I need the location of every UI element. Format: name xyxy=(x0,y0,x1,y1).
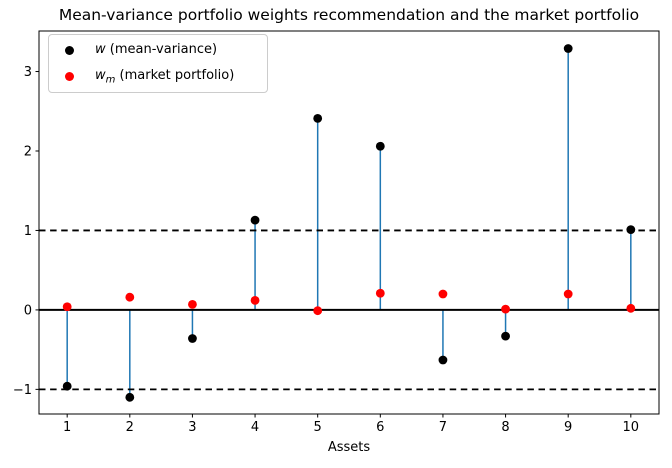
legend: w (mean-variance) wm (market portfolio) xyxy=(48,34,268,93)
wm-marker-asset-10 xyxy=(626,303,636,313)
wm-marker-asset-7 xyxy=(438,289,448,299)
x-tick-label-6: 6 xyxy=(376,420,384,435)
x-tick-label-7: 7 xyxy=(439,420,447,435)
x-tick-label-3: 3 xyxy=(188,420,196,435)
w-marker-asset-4 xyxy=(250,215,260,225)
wm-marker-asset-5 xyxy=(313,306,323,316)
wm-marker-asset-3 xyxy=(188,299,197,309)
y-tick-label-0: 0 xyxy=(24,303,32,318)
x-tick-label-10: 10 xyxy=(623,420,640,435)
x-axis-label: Assets xyxy=(327,440,371,455)
wm-marker-asset-6 xyxy=(375,288,385,298)
w-marker-asset-10 xyxy=(626,225,636,235)
legend-item-w-label: w (mean-variance) xyxy=(95,41,218,57)
wm-marker-asset-4 xyxy=(250,295,260,305)
w-marker-asset-2 xyxy=(125,392,135,402)
x-tick-label-1: 1 xyxy=(63,420,71,435)
wm-marker-asset-2 xyxy=(125,292,135,302)
wm-marker-asset-8 xyxy=(501,304,510,314)
x-tick-label-9: 9 xyxy=(564,420,572,435)
wm-marker-asset-9 xyxy=(563,289,573,299)
x-tick-label-4: 4 xyxy=(251,420,259,435)
x-tick-label-2: 2 xyxy=(126,420,134,435)
w-marker-asset-3 xyxy=(188,334,197,343)
x-tick-label-5: 5 xyxy=(314,420,322,435)
w-legend-marker-icon xyxy=(65,46,74,55)
w-marker-asset-9 xyxy=(563,44,573,53)
w-marker-asset-5 xyxy=(313,114,323,123)
y-tick-label-2: 2 xyxy=(24,144,32,159)
x-tick-label-8: 8 xyxy=(501,420,509,435)
legend-item-wm-label: wm (market portfolio) xyxy=(95,67,235,86)
y-tick-label--1: −1 xyxy=(13,383,32,398)
wm-marker-asset-1 xyxy=(62,302,72,312)
legend-item-wm: wm (market portfolio) xyxy=(49,64,267,90)
w-marker-asset-7 xyxy=(438,355,448,365)
w-marker-asset-6 xyxy=(375,141,385,151)
axes-spines xyxy=(38,30,660,415)
y-tick-label-1: 1 xyxy=(24,224,32,239)
wm-legend-marker-icon xyxy=(65,72,74,81)
legend-item-w: w (mean-variance) xyxy=(49,38,267,64)
w-marker-asset-1 xyxy=(62,381,72,391)
w-marker-asset-8 xyxy=(501,331,510,341)
y-tick-label-3: 3 xyxy=(24,65,32,80)
chart-title: Mean-variance portfolio weights recommen… xyxy=(58,6,640,24)
